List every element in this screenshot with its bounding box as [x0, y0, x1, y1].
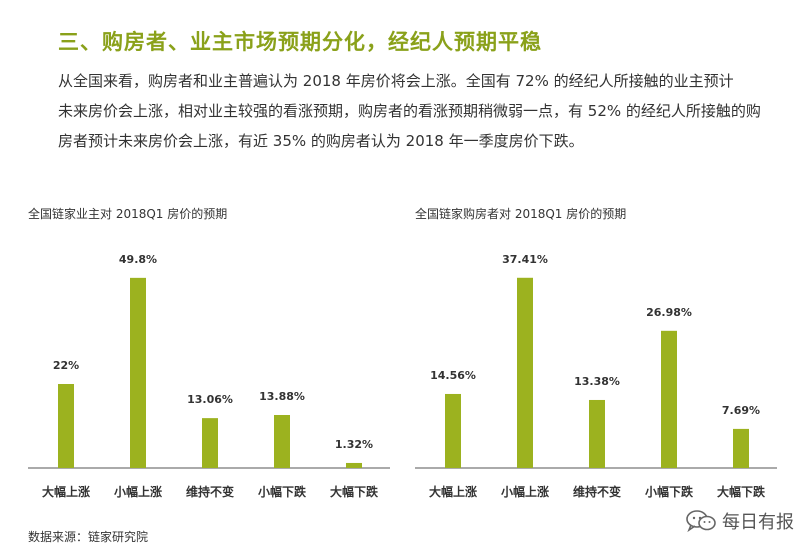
watermark: 每日有报 — [686, 508, 794, 534]
body-paragraph: 从全国来看，购房者和业主普遍认为 2018 年房价将会上涨。全国有 72% 的经… — [58, 66, 788, 156]
category-label: 大幅上涨 — [429, 484, 477, 499]
bar — [589, 399, 605, 468]
data-label: 49.8% — [119, 253, 157, 266]
chart-title-owners: 全国链家业主对 2018Q1 房价的预期 — [28, 207, 228, 221]
paragraph-line: 从全国来看，购房者和业主普遍认为 2018 年房价将会上涨。全国有 72% 的经… — [58, 72, 734, 90]
bar — [274, 415, 290, 468]
bar — [445, 393, 461, 468]
owners-expectation-chart: 22% 大幅上涨 49.8% 小幅上涨 13.06% 维持不变 13.88% 小幅下跌 1.32… — [28, 253, 390, 499]
bar — [202, 418, 218, 468]
source-note: 数据来源：链家研究院 — [28, 530, 149, 544]
category-label: 小幅上涨 — [114, 484, 162, 499]
bar — [517, 277, 533, 468]
data-label: 26.98% — [646, 306, 692, 319]
watermark-text: 每日有报 — [722, 512, 794, 533]
paragraph-line: 未来房价会上涨，相对业主较强的看涨预期，购房者的看涨预期稍微弱一点，有 52% … — [58, 102, 761, 120]
buyers-expectation-chart: 14.56% 大幅上涨 37.41% 小幅上涨 13.38% 维持不变 26.98% 小幅下跌… — [415, 253, 777, 499]
category-label: 小幅上涨 — [501, 484, 549, 499]
data-label: 37.41% — [502, 253, 548, 266]
category-label: 小幅下跌 — [645, 484, 694, 499]
data-label: 13.06% — [187, 393, 233, 406]
data-label: 1.32% — [335, 438, 373, 451]
category-label: 大幅上涨 — [42, 484, 90, 499]
bar — [130, 277, 146, 468]
category-label: 大幅下跌 — [717, 484, 766, 499]
data-label: 7.69% — [722, 404, 760, 417]
wechat-icon — [686, 509, 716, 533]
data-label: 13.88% — [259, 390, 305, 403]
chart-title-buyers: 全国链家购房者对 2018Q1 房价的预期 — [415, 207, 627, 221]
category-label: 维持不变 — [573, 484, 621, 499]
paragraph-line: 房者预计未来房价会上涨，有近 35% 的购房者认为 2018 年一季度房价下跌。 — [58, 132, 584, 150]
data-label: 13.38% — [574, 375, 620, 388]
data-label: 14.56% — [430, 369, 476, 382]
bar — [661, 330, 677, 468]
bar — [733, 428, 749, 468]
category-label: 维持不变 — [186, 484, 234, 499]
section-heading: 三、购房者、业主市场预期分化，经纪人预期平稳 — [58, 30, 542, 54]
category-label: 大幅下跌 — [330, 484, 379, 499]
category-label: 小幅下跌 — [258, 484, 307, 499]
bar — [58, 384, 74, 468]
bar — [346, 462, 362, 468]
data-label: 22% — [53, 359, 79, 372]
